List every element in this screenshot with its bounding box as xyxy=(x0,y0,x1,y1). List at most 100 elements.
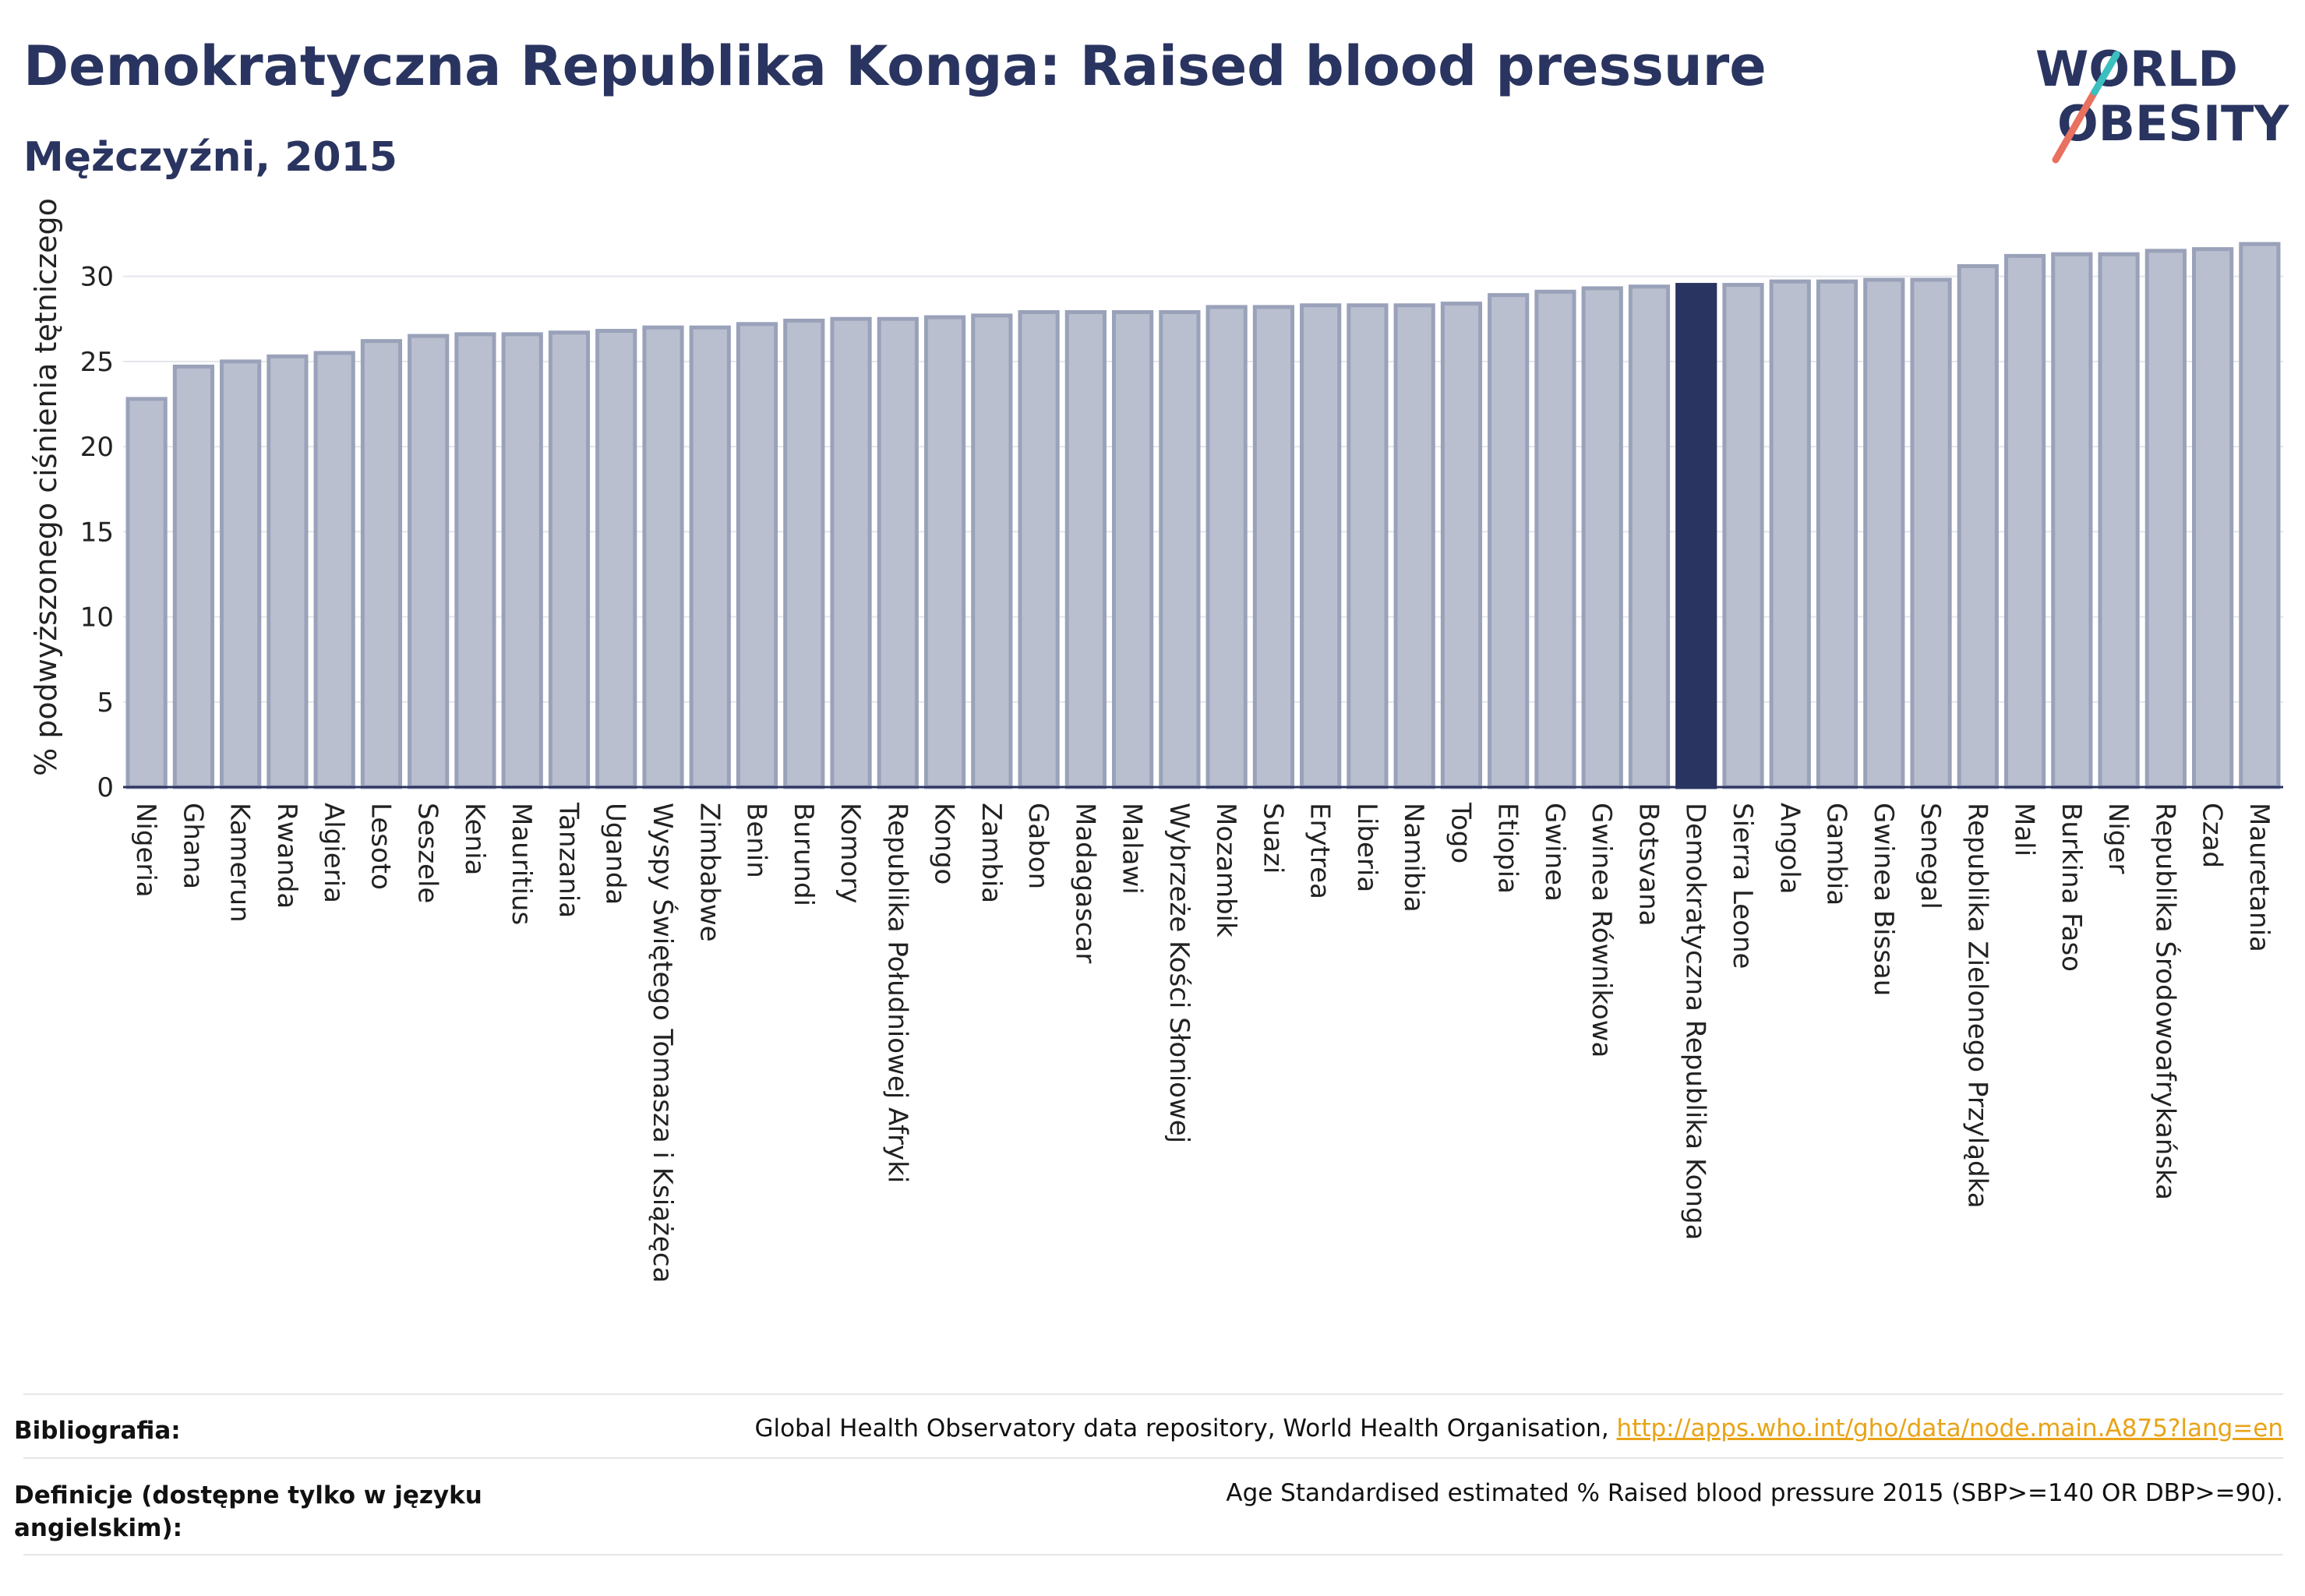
x-tick-label: Republika Zielonego Przylądka xyxy=(1961,803,1993,1209)
bar-34 xyxy=(1722,283,1764,789)
bibliography-label: Bibliografia: xyxy=(14,1417,181,1445)
bar-28 xyxy=(1440,302,1483,789)
bibliography-link[interactable]: http://apps.who.int/gho/data/node.main.A… xyxy=(1616,1414,2283,1442)
x-tick-label: Algieria xyxy=(318,803,349,903)
x-tick-label: Rwanda xyxy=(271,803,302,909)
logo-line1: WORLD xyxy=(2035,41,2238,97)
bar-25 xyxy=(1300,303,1342,789)
bar-3 xyxy=(267,354,309,789)
bar-21 xyxy=(1112,309,1154,789)
x-tick-label: Republika Środowoafrykańska xyxy=(2149,803,2181,1200)
x-tick-label: Demokratyczna Republika Konga xyxy=(1680,803,1711,1240)
y-tick-label: 15 xyxy=(80,517,114,548)
bar-14 xyxy=(783,318,825,789)
bibliography-value: Global Health Observatory data repositor… xyxy=(754,1414,2283,1442)
x-tick-label: Tanzania xyxy=(552,802,584,918)
x-tick-label: Wybrzeże Kości Słoniowej xyxy=(1163,803,1195,1143)
bar-5 xyxy=(360,339,403,789)
bar-12 xyxy=(689,325,731,789)
footer-divider-bottom xyxy=(23,1554,2283,1555)
logo-slash-teal xyxy=(2091,51,2120,96)
x-tick-label: Zimbabwe xyxy=(694,803,725,942)
definitions-text: Age Standardised estimated % Raised bloo… xyxy=(1226,1479,2283,1507)
x-tick-label: Gabon xyxy=(1022,803,1054,889)
x-tick-label: Lesoto xyxy=(365,803,396,890)
bar-9 xyxy=(548,330,591,789)
bar-29 xyxy=(1488,293,1530,789)
bar-1 xyxy=(172,364,214,789)
bar-26 xyxy=(1347,303,1389,789)
bar-32 xyxy=(1628,284,1671,789)
x-tick-label: Zambia xyxy=(976,803,1007,903)
y-tick-label: 10 xyxy=(80,602,114,634)
bibliography-text: Global Health Observatory data repositor… xyxy=(754,1414,1617,1442)
x-tick-label: Ghana xyxy=(177,803,208,889)
bar-35 xyxy=(1769,279,1811,789)
x-tick-label: Senegal xyxy=(1915,803,1946,909)
bar-chart: 0 5 10 15 20 25 30 % podwyższonego ciśnienia tę… xyxy=(29,198,2283,1283)
bar-17 xyxy=(923,315,966,789)
bar-39 xyxy=(1957,264,1999,789)
definitions-label: Definicje (dostępne tylko w języku angie… xyxy=(14,1481,482,1542)
bar-22 xyxy=(1159,309,1201,789)
x-tick-label: Malawi xyxy=(1117,803,1148,895)
bar-38 xyxy=(1910,277,1952,789)
bar-7 xyxy=(454,332,496,789)
y-tick-label: 30 xyxy=(80,262,114,293)
x-tick-label: Gwinea Równikowa xyxy=(1586,803,1617,1058)
x-tick-label: Botsvana xyxy=(1633,803,1664,927)
bar-43 xyxy=(2144,249,2187,789)
bar-11 xyxy=(642,325,684,789)
footer-divider-middle xyxy=(23,1457,2283,1459)
x-tick-label: Mali xyxy=(2009,803,2040,856)
bar-40 xyxy=(2003,253,2046,789)
x-tick-label: Komory xyxy=(835,803,866,903)
bar-4 xyxy=(313,351,355,789)
y-tick-label: 5 xyxy=(97,687,114,719)
bar-42 xyxy=(2098,252,2140,789)
x-tick-label: Togo xyxy=(1445,802,1476,863)
x-tick-label: Etiopia xyxy=(1492,803,1523,894)
bar-16 xyxy=(877,316,919,789)
bar-23 xyxy=(1205,305,1248,789)
y-tick-label: 25 xyxy=(80,347,114,378)
x-tick-label: Mauretania xyxy=(2243,803,2275,952)
x-tick-label: Nigeria xyxy=(130,803,161,898)
logo-slash-red xyxy=(2052,88,2099,164)
bar-44 xyxy=(2192,247,2234,789)
footer-divider-top xyxy=(23,1393,2283,1395)
bar-36 xyxy=(1816,279,1858,789)
x-tick-label: Sierra Leone xyxy=(1727,803,1758,969)
x-tick-label: Gwinea xyxy=(1539,803,1570,902)
bar-33 xyxy=(1675,283,1717,789)
bar-30 xyxy=(1534,289,1576,789)
bar-10 xyxy=(595,329,637,789)
x-tick-label: Gambia xyxy=(1821,803,1852,906)
x-tick-label: Seszele xyxy=(412,803,443,903)
bar-45 xyxy=(2239,242,2281,789)
x-tick-label: Mozambik xyxy=(1210,803,1241,937)
y-tick-label: 20 xyxy=(80,432,114,463)
x-tick-label: Wyspy Świętego Tomasza i Książęca xyxy=(647,803,679,1283)
bar-2 xyxy=(220,359,262,789)
page-subtitle: Mężczyźni, 2015 xyxy=(23,134,397,181)
bar-27 xyxy=(1393,303,1435,789)
x-tick-label: Republika Południowej Afryki xyxy=(881,803,912,1183)
x-tick-label: Burundi xyxy=(788,803,819,906)
x-tick-label: Angola xyxy=(1774,803,1805,894)
logo-line2: OBESITY xyxy=(2057,95,2289,152)
page-title: Demokratyczna Republika Konga: Raised bl… xyxy=(23,34,1767,98)
x-tick-label: Burkina Faso xyxy=(2056,803,2087,972)
x-tick-label: Liberia xyxy=(1351,803,1382,892)
bar-6 xyxy=(408,334,450,789)
bar-0 xyxy=(125,397,168,789)
bar-8 xyxy=(501,332,543,789)
bar-41 xyxy=(2051,252,2093,789)
x-tick-label: Erytrea xyxy=(1304,803,1336,899)
y-tick-label: 0 xyxy=(97,772,114,803)
bar-37 xyxy=(1863,277,1905,789)
x-tick-label: Uganda xyxy=(600,803,631,905)
x-tick-label: Kamerun xyxy=(224,803,256,923)
x-tick-label: Niger xyxy=(2102,803,2134,874)
x-tick-label: Benin xyxy=(741,803,772,878)
